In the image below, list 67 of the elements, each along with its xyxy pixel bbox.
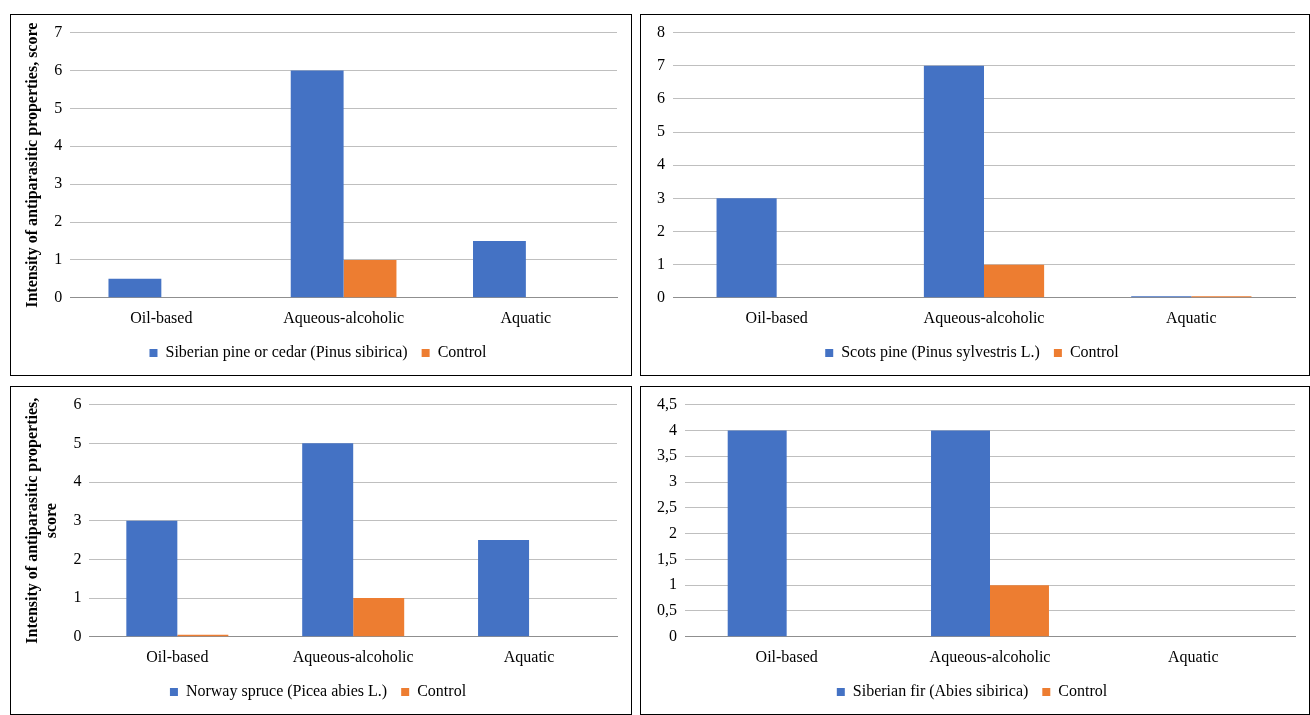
y-tick-label: 0 — [657, 288, 665, 305]
y-tick-label: 0 — [669, 627, 677, 644]
y-tick-label: 0 — [54, 288, 63, 305]
y-tick-label: 1 — [669, 575, 677, 593]
legend-label: Control — [1058, 682, 1108, 700]
legend-label: Control — [1069, 343, 1120, 361]
y-tick-label: 5 — [657, 122, 665, 140]
y-tick-label: 2 — [669, 523, 677, 541]
bar — [473, 240, 526, 298]
bar — [353, 598, 405, 637]
x-tick-label: Oil-based — [146, 647, 209, 665]
x-tick-label: Oil-based — [745, 308, 808, 326]
y-tick-label: 4 — [657, 155, 665, 173]
bar — [290, 70, 344, 298]
y-tick-label: 7 — [54, 22, 63, 40]
legend-label: Norway spruce (Picea abies L.) — [185, 682, 388, 701]
legend-label: Scots pine (Pinus sylvestris L.) — [841, 343, 1040, 362]
bar — [984, 264, 1045, 298]
y-tick-label: 0,5 — [657, 601, 677, 619]
y-tick-label: 4 — [73, 472, 82, 490]
y-tick-label: 1 — [657, 254, 665, 272]
y-tick-label: 6 — [73, 394, 82, 412]
bar — [716, 198, 777, 298]
bar — [126, 520, 178, 637]
legend-label: Control — [417, 682, 467, 700]
x-tick-label: Aquatic — [500, 308, 552, 327]
x-tick-label: Aquatic — [1168, 647, 1219, 666]
y-tick-label: 3,5 — [657, 446, 677, 464]
x-tick-label: Aquatic — [503, 647, 555, 666]
y-tick-label: 5 — [73, 433, 82, 451]
y-tick-label: 1 — [54, 250, 63, 268]
y-axis-title: Intensity of antiparasitic properties, score — [22, 22, 41, 308]
y-tick-label: 4 — [54, 136, 63, 154]
y-axis-title: Intensity of antiparasitic properties, score — [22, 397, 59, 644]
bar — [923, 65, 984, 298]
y-tick-label: 6 — [54, 60, 63, 78]
legend-label: Siberian fir (Abies sibirica) — [852, 682, 1029, 701]
y-tick-label: 5 — [54, 98, 63, 116]
y-tick-label: 6 — [657, 89, 665, 107]
x-tick-label: Aqueous-alcoholic — [283, 308, 405, 327]
y-tick-label: 2 — [657, 221, 665, 239]
y-tick-label: 2 — [73, 549, 82, 567]
x-tick-label: Aquatic — [1166, 308, 1217, 327]
legend-label: Siberian pine or cedar (Pinus sibirica) — [165, 343, 408, 362]
y-tick-label: 3 — [657, 188, 665, 206]
y-tick-label: 8 — [657, 22, 665, 40]
y-tick-label: 1,5 — [657, 549, 677, 567]
x-tick-label: Oil-based — [755, 647, 818, 665]
y-tick-label: 3 — [73, 510, 82, 528]
y-tick-label: 3 — [54, 174, 63, 192]
legend-label: Control — [437, 343, 488, 361]
bar — [478, 540, 530, 637]
y-tick-label: 0 — [73, 627, 82, 644]
y-tick-label: 3 — [669, 472, 677, 490]
y-tick-label: 4,5 — [657, 394, 677, 412]
bar — [108, 278, 162, 298]
bar — [343, 259, 397, 298]
y-tick-label: 2 — [54, 212, 63, 230]
x-tick-label: Aqueous-alcoholic — [929, 647, 1051, 666]
bar — [302, 443, 354, 637]
y-tick-label: 7 — [657, 55, 665, 73]
x-tick-label: Aqueous-alcoholic — [923, 308, 1045, 327]
x-tick-label: Oil-based — [130, 308, 193, 326]
y-tick-label: 4 — [669, 420, 677, 438]
x-tick-label: Aqueous-alcoholic — [292, 647, 414, 666]
y-tick-label: 2,5 — [657, 498, 677, 515]
y-tick-label: 1 — [73, 588, 82, 606]
